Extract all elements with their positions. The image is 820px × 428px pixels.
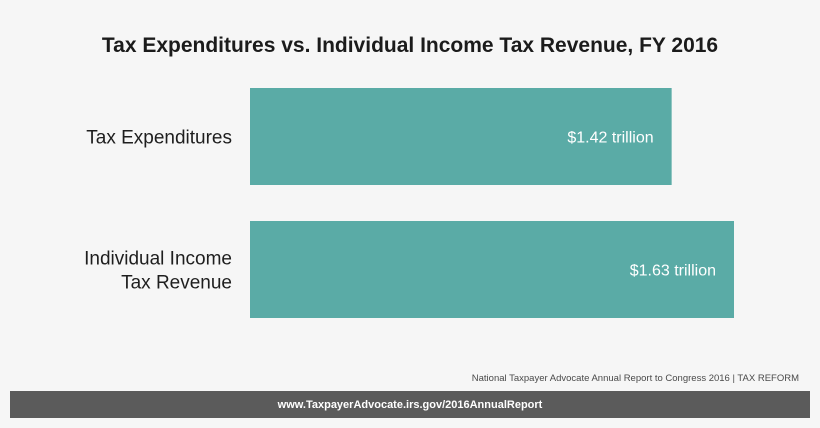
bar-0 bbox=[250, 88, 672, 185]
bar-1 bbox=[250, 221, 734, 318]
value-label-1: $1.63 trillion bbox=[630, 263, 716, 280]
category-label-0: Tax Expenditures bbox=[86, 128, 232, 149]
source-note: National Taxpayer Advocate Annual Report… bbox=[471, 373, 799, 384]
category-label-1: Individual Income Tax Revenue bbox=[84, 249, 232, 294]
bar-chart: $1.42 trillion Tax Expenditures $1.63 tril… bbox=[84, 88, 734, 318]
report-link[interactable]: www.TaxpayerAdvocate.irs.gov/2016AnnualR… bbox=[277, 398, 543, 411]
chart-title: Tax Expenditures vs. Individual Income T… bbox=[101, 34, 719, 57]
value-label-0: $1.42 trillion bbox=[567, 130, 653, 147]
footer-bar: www.TaxpayerAdvocate.irs.gov/2016AnnualR… bbox=[10, 391, 810, 418]
